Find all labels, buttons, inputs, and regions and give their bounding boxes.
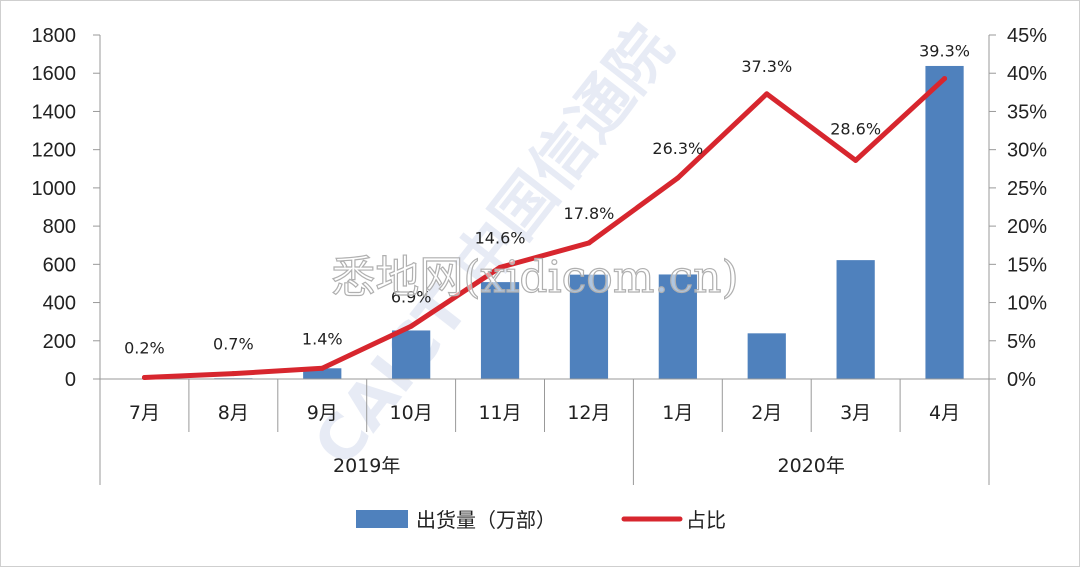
- line-series: [141, 76, 948, 380]
- bar-12月: [569, 274, 609, 379]
- y-right-tick-label: 15%: [1007, 254, 1047, 276]
- share-data-label: 1.4%: [302, 329, 343, 348]
- bar-series: [125, 65, 964, 380]
- share-data-label: 14.6%: [475, 228, 526, 247]
- y-right-tick-label: 40%: [1007, 63, 1047, 85]
- bar-2月: [747, 333, 786, 379]
- share-line: [141, 76, 948, 380]
- share-data-label: 28.6%: [830, 119, 881, 138]
- watermark-text: 悉地网(xidicom.cn): [331, 252, 738, 303]
- share-point-8月: [230, 371, 236, 377]
- share-data-label: 0.7%: [213, 335, 254, 354]
- category-label: 9月: [307, 402, 338, 424]
- y-left-tick-label: 600: [43, 254, 76, 276]
- category-label: 2月: [751, 402, 782, 424]
- legend-bar-swatch: [356, 510, 408, 528]
- bar-1月: [658, 274, 697, 379]
- share-data-label: 6.9%: [391, 287, 432, 306]
- bar-9月: [303, 368, 342, 379]
- category-label: 1月: [662, 402, 693, 424]
- share-point-7月: [141, 374, 147, 380]
- share-data-label: 0.2%: [124, 338, 165, 357]
- category-label: 12月: [567, 402, 610, 424]
- y-left-tick-label: 1600: [32, 63, 77, 85]
- share-point-3月: [853, 157, 859, 163]
- y-left-tick-label: 0: [65, 369, 76, 391]
- share-data-label: 39.3%: [919, 42, 970, 61]
- y-left-tick-label: 400: [43, 293, 76, 315]
- y-right-tick-label: 10%: [1007, 293, 1047, 315]
- y-left-tick-label: 800: [43, 216, 76, 238]
- bar-10月: [392, 330, 431, 379]
- share-data-label: 37.3%: [741, 57, 792, 76]
- year-group-label: 2019年: [333, 455, 400, 477]
- share-point-2月: [764, 91, 770, 97]
- y-right-tick-label: 5%: [1007, 331, 1036, 353]
- y-right-tick-label: 25%: [1007, 178, 1047, 200]
- share-data-label: 26.3%: [652, 139, 703, 158]
- y-right-tick-label: 30%: [1007, 140, 1047, 162]
- y-right-tick-label: 35%: [1007, 101, 1047, 123]
- category-label: 3月: [840, 402, 871, 424]
- category-label: 10月: [390, 402, 433, 424]
- share-point-10月: [408, 323, 414, 329]
- y-right-tick-label: 0%: [1007, 369, 1036, 391]
- share-point-4月: [942, 76, 948, 82]
- axes: 0 200 400 600 800 1000 1200 1400 1600 1800 0% 5% 10%…: [32, 25, 1047, 485]
- y-left-tick-label: 1200: [32, 140, 77, 162]
- y-right-tick-label: 20%: [1007, 216, 1047, 238]
- share-point-9月: [319, 365, 325, 371]
- category-label: 8月: [218, 402, 249, 424]
- category-label: 4月: [929, 402, 960, 424]
- year-group-label: 2020年: [778, 455, 845, 477]
- share-point-11月: [497, 264, 503, 270]
- y-right-tick-label: 45%: [1007, 25, 1047, 47]
- y-left-tick-label: 1000: [32, 178, 77, 200]
- site-watermark: 悉地网(xidicom.cn): [331, 251, 739, 303]
- legend: 出货量（万部） 占比: [356, 508, 726, 532]
- share-point-1月: [675, 175, 681, 181]
- bar-4月: [925, 65, 964, 380]
- share-point-12月: [586, 240, 592, 246]
- data-labels: 0.2% 0.7% 1.4% 6.9% 14.6% 17.8% 26.3% 37.3% 28.6…: [124, 42, 970, 358]
- y-left-tick-label: 1800: [32, 25, 77, 47]
- bar-11月: [480, 282, 520, 379]
- category-label: 7月: [129, 402, 160, 424]
- y-left-tick-label: 200: [43, 331, 76, 353]
- y-left-tick-label: 1400: [32, 101, 77, 123]
- category-label: 11月: [478, 402, 521, 424]
- bar-3月: [836, 260, 875, 379]
- share-data-label: 17.8%: [564, 204, 615, 223]
- legend-bar-label: 出货量（万部）: [416, 508, 556, 532]
- legend-line-label: 占比: [686, 508, 726, 532]
